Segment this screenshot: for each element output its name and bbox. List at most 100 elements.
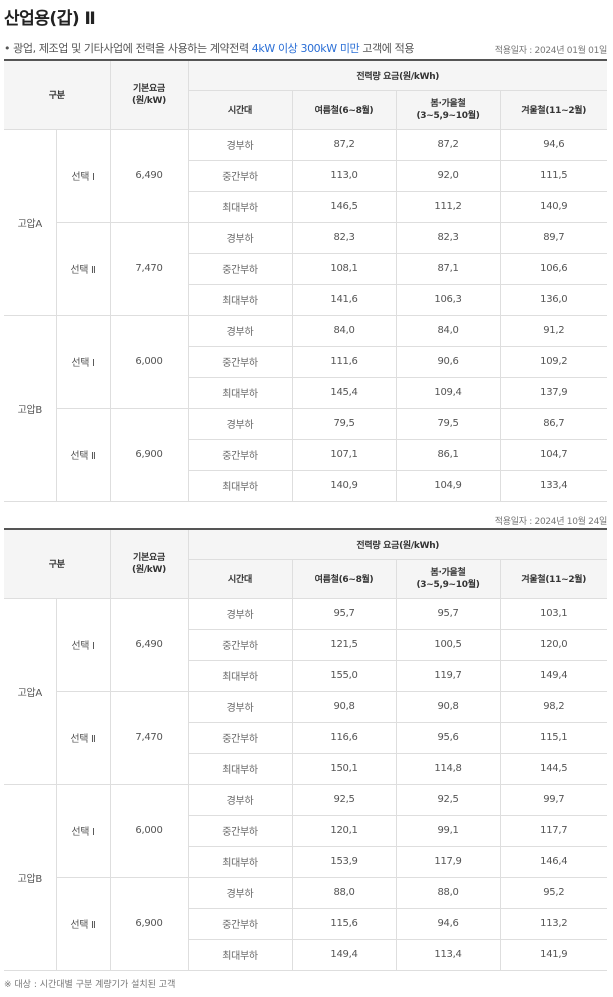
header-spring-fall-line1: 봄·가을철: [430, 567, 466, 578]
header-base-fee-line1: 기본요금: [133, 552, 165, 563]
table-row: 선택 Ⅱ 7,470 경부하 82,3 82,3 89,7: [4, 221, 607, 316]
option-cell: 선택 Ⅱ: [56, 690, 111, 785]
winter-rate-cell: 113,2: [499, 907, 607, 940]
summer-rate-cell: 155,0: [291, 659, 397, 692]
summer-rate-cell: 111,6: [291, 345, 397, 378]
table-row: 최대부하 141,6 106,3 136,0: [4, 283, 607, 316]
summer-rate-cell: 87,2: [291, 128, 397, 161]
winter-rate-cell: 141,9: [499, 938, 607, 971]
rate-table: 구분 기본요금 (원/kW) 전력량 요금(원/kWh) 시간대 여름철(6~8월) 봄·가…: [4, 528, 607, 971]
summer-rate-cell: 153,9: [291, 845, 397, 878]
time-band-cell: 최대부하: [188, 659, 293, 692]
time-band-cell: 중간부하: [188, 628, 293, 661]
header-row: 구분 기본요금 (원/kW) 전력량 요금(원/kWh): [4, 59, 607, 130]
header-row: 시간대 여름철(6~8월) 봄·가을철 (3~5,9~10월) 겨울철(11~2월): [4, 89, 607, 130]
time-band-cell: 경부하: [187, 128, 293, 161]
table-row: 중간부하 113,0 92,0 111,5: [4, 159, 607, 192]
time-band-cell: 최대부하: [188, 938, 293, 971]
time-band-cell: 최대부하: [188, 283, 293, 316]
effective-date: 적용일자 : 2024년 01월 01일: [494, 46, 608, 56]
header-row: 시간대 여름철(6~8월) 봄·가을철 (3~5,9~10월) 겨울철(11~2월): [4, 558, 607, 599]
time-band-cell: 경부하: [187, 783, 293, 816]
winter-rate-cell: 117,7: [499, 814, 607, 847]
summer-rate-cell: 108,1: [291, 252, 397, 285]
spring-fall-rate-cell: 95,6: [395, 721, 501, 754]
spring-fall-rate-cell: 84,0: [395, 314, 501, 347]
table-row: 선택 Ⅱ 6,900 경부하 79,5 79,5 86,7: [4, 407, 607, 502]
header-category: 구분: [4, 528, 111, 599]
description-suffix: 고객에 적용: [359, 42, 415, 55]
summer-rate-cell: 150,1: [291, 752, 397, 785]
winter-rate-cell: 94,6: [499, 128, 607, 161]
table-row: 선택 Ⅱ 7,470 경부하 90,8 90,8 98,2: [4, 690, 607, 785]
spring-fall-rate-cell: 87,2: [395, 128, 501, 161]
table-header: 구분 기본요금 (원/kW) 전력량 요금(원/kWh) 시간대 여름철(6~8월) 봄·가…: [4, 528, 607, 599]
summer-rate-cell: 79,5: [291, 407, 397, 440]
table-body: 고압A 선택 Ⅰ 6,490 경부하 95,7 95,7 103,1 중간부하 121,5 100…: [4, 597, 607, 971]
time-band-cell: 최대부하: [188, 190, 293, 223]
table-row: 선택 Ⅱ 6,900 경부하 88,0 88,0 95,2: [4, 876, 607, 971]
winter-rate-cell: 137,9: [499, 376, 607, 409]
option-cell: 선택 Ⅰ: [55, 314, 111, 409]
spring-fall-rate-cell: 90,6: [395, 345, 501, 378]
voltage-cell: 고압B: [4, 783, 57, 971]
header-spring-fall: 봄·가을철 (3~5,9~10월): [395, 558, 501, 599]
header-base-fee: 기본요금 (원/kW): [109, 59, 189, 130]
summer-rate-cell: 145,4: [291, 376, 397, 409]
time-band-cell: 경부하: [187, 407, 293, 440]
spring-fall-rate-cell: 99,1: [395, 814, 501, 847]
base-fee-cell: 6,000: [109, 314, 189, 409]
spring-fall-rate-cell: 106,3: [395, 283, 501, 316]
table-row: 최대부하 140,9 104,9 133,4: [4, 469, 607, 502]
summer-rate-cell: 107,1: [291, 438, 397, 471]
summer-rate-cell: 149,4: [291, 938, 397, 971]
summer-rate-cell: 121,5: [291, 628, 397, 661]
time-band-cell: 경부하: [187, 597, 293, 630]
winter-rate-cell: 89,7: [499, 221, 607, 254]
header-base-fee-line2: (원/kW): [132, 95, 166, 106]
winter-rate-cell: 104,7: [499, 438, 607, 471]
time-band-cell: 중간부하: [188, 345, 293, 378]
summer-rate-cell: 95,7: [291, 597, 397, 630]
time-band-cell: 최대부하: [188, 845, 293, 878]
winter-rate-cell: 106,6: [499, 252, 607, 285]
spring-fall-rate-cell: 119,7: [395, 659, 501, 692]
table-row: 중간부하 115,6 94,6 113,2: [4, 907, 607, 940]
spring-fall-rate-cell: 113,4: [395, 938, 501, 971]
winter-rate-cell: 103,1: [499, 597, 607, 630]
header-spring-fall-line2: (3~5,9~10월): [416, 110, 480, 121]
winter-rate-cell: 144,5: [499, 752, 607, 785]
base-fee-cell: 6,490: [109, 597, 189, 692]
summer-rate-cell: 115,6: [291, 907, 397, 940]
header-winter: 겨울철(11~2월): [499, 558, 607, 599]
description-prefix: • 광업, 제조업 및 기타사업에 전력을 사용하는 계약전력: [4, 42, 252, 55]
time-band-cell: 중간부하: [188, 814, 293, 847]
summer-rate-cell: 88,0: [291, 876, 397, 909]
base-fee-cell: 6,490: [109, 128, 189, 223]
time-band-cell: 최대부하: [188, 752, 293, 785]
header-category: 구분: [4, 59, 111, 130]
header-base-fee: 기본요금 (원/kW): [109, 528, 189, 599]
time-band-cell: 중간부하: [188, 252, 293, 285]
summer-rate-cell: 141,6: [291, 283, 397, 316]
summer-rate-cell: 92,5: [291, 783, 397, 816]
table-row: 최대부하 146,5 111,2 140,9: [4, 190, 607, 223]
spring-fall-rate-cell: 87,1: [395, 252, 501, 285]
voltage-cell: 고압A: [4, 128, 57, 316]
voltage-cell: 고압A: [4, 597, 57, 785]
header-winter: 겨울철(11~2월): [499, 89, 607, 130]
time-band-cell: 최대부하: [188, 469, 293, 502]
winter-rate-cell: 140,9: [499, 190, 607, 223]
base-fee-cell: 6,000: [109, 783, 189, 878]
table-row: 중간부하 121,5 100,5 120,0: [4, 628, 607, 661]
winter-rate-cell: 99,7: [499, 783, 607, 816]
winter-rate-cell: 136,0: [499, 283, 607, 316]
base-fee-cell: 7,470: [109, 221, 189, 316]
time-band-cell: 경부하: [187, 221, 293, 254]
time-band-cell: 경부하: [187, 690, 293, 723]
header-summer: 여름철(6~8월): [291, 89, 397, 130]
description: • 광업, 제조업 및 기타사업에 전력을 사용하는 계약전력 4kW 이상 3…: [4, 40, 414, 56]
spring-fall-rate-cell: 95,7: [395, 597, 501, 630]
base-fee-cell: 6,900: [109, 407, 189, 502]
